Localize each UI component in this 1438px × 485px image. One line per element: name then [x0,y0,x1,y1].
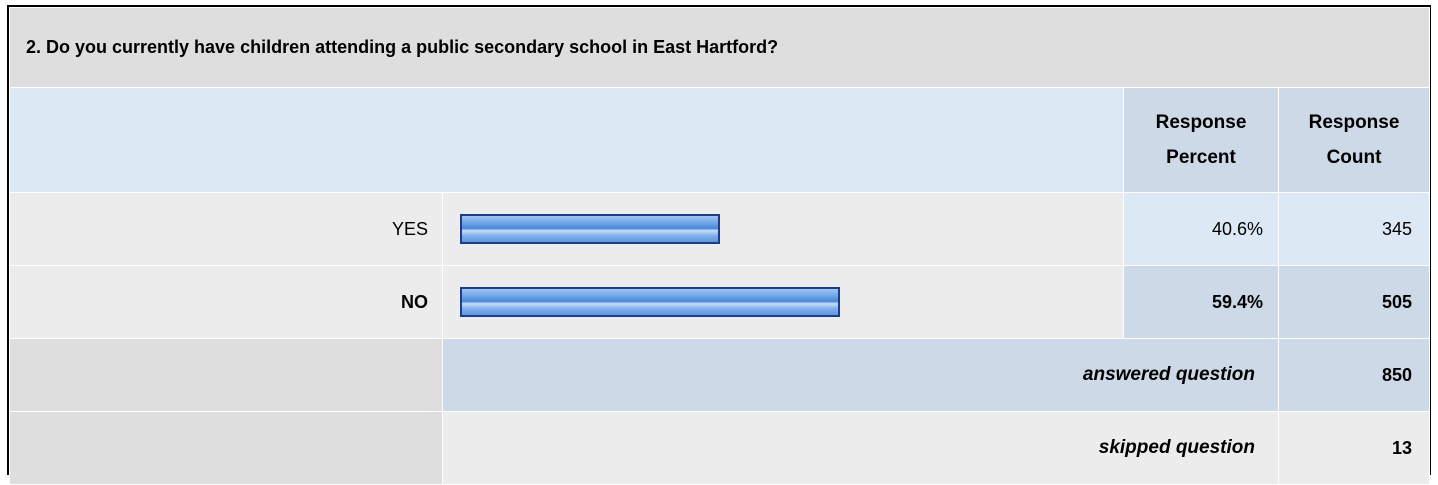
answer-count: 345 [1277,192,1431,266]
bar-track [460,214,1100,244]
answer-count: 505 [1277,265,1431,339]
answered-row: answered question 850 [9,338,1431,412]
answer-row-no: NO 59.4% 505 [9,265,1431,339]
bar-track [460,287,1100,317]
answer-bar-cell [442,192,1124,266]
skipped-question-value: 13 [1277,411,1431,485]
header-blank [9,87,1124,193]
header-percent-line1: Response [1155,112,1247,133]
question-title: 2. Do you currently have children attend… [8,7,1431,88]
response-bar [460,214,720,244]
summary-blank [9,338,443,412]
answered-question-value: 850 [1277,338,1431,412]
header-response-count: Response Count [1277,87,1431,193]
header-count-line1: Response [1308,112,1400,133]
header-count-line2: Count [1326,147,1382,168]
survey-question-panel: 2. Do you currently have children attend… [7,5,1431,485]
answer-row-yes: YES 40.6% 345 [9,192,1431,266]
skipped-row: skipped question 13 [9,411,1431,485]
skipped-question-label: skipped question [442,411,1279,485]
answer-label: YES [9,192,443,266]
answer-percent: 40.6% [1123,192,1279,266]
summary-blank [9,411,443,485]
results-table: 2. Do you currently have children attend… [8,7,1431,485]
answer-bar-cell [442,265,1124,339]
answered-question-label: answered question [442,338,1279,412]
response-bar [460,287,840,317]
answer-label: NO [9,265,443,339]
answer-percent: 59.4% [1123,265,1279,339]
header-response-percent: Response Percent [1123,87,1279,193]
header-percent-line2: Percent [1166,147,1236,168]
